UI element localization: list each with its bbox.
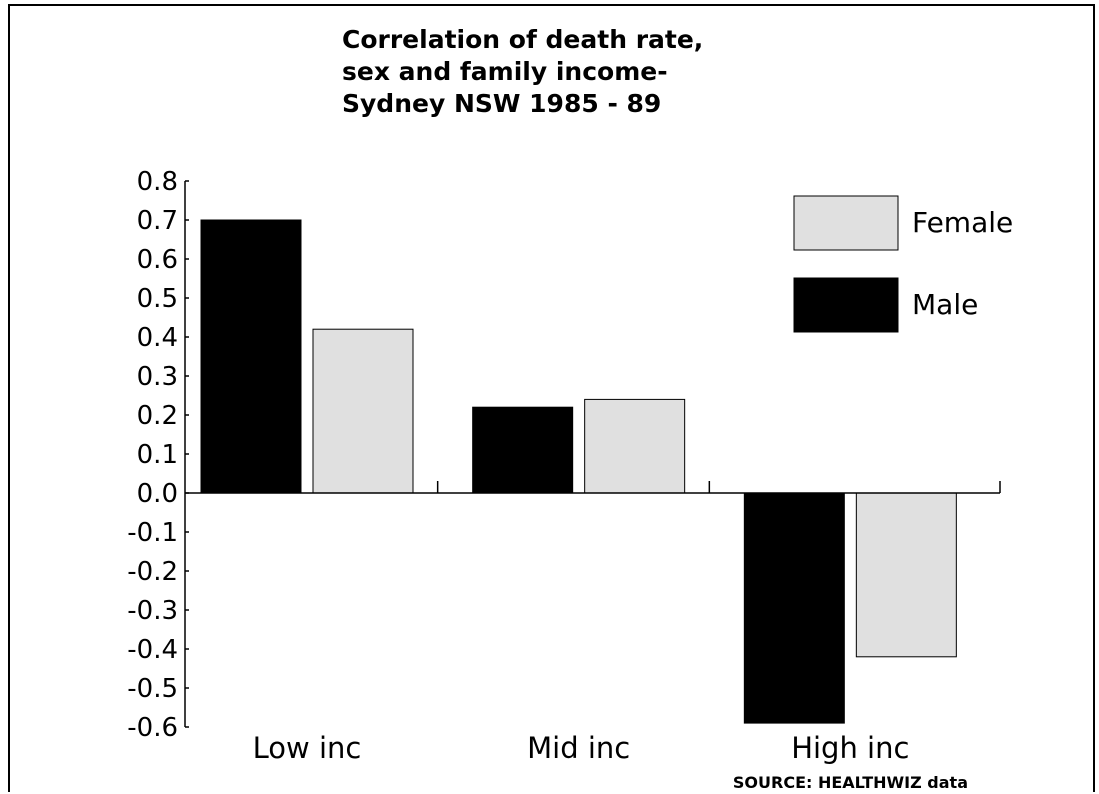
bar-male-mid-inc [472, 406, 574, 494]
y-tick-label: 0.8 [137, 167, 178, 197]
y-tick-label: 0.0 [137, 479, 178, 509]
y-tick-label: -0.4 [127, 635, 178, 665]
chart-title-line-3: Sydney NSW 1985 - 89 [342, 89, 661, 118]
x-category-label: High inc [791, 731, 909, 765]
bar-female-low-inc [312, 328, 414, 494]
x-axis: Low inc Mid inc High inc [185, 481, 1001, 765]
y-tick-label: -0.1 [127, 518, 178, 548]
y-tick-label: -0.5 [127, 674, 178, 704]
legend-swatch-female [793, 195, 899, 251]
bars [200, 219, 957, 724]
y-tick-label: 0.7 [137, 206, 178, 236]
y-tick-label: 0.3 [137, 362, 178, 392]
y-tick-label: -0.6 [127, 713, 178, 743]
legend-swatch-male [793, 277, 899, 333]
chart-title-line-2: sex and family income- [342, 57, 668, 86]
bar-female-mid-inc [584, 398, 686, 494]
y-axis: 0.8 0.7 0.6 0.5 0.4 0.3 0.2 0.1 0.0 -0.1 -0.2 -0.3 -… [127, 167, 189, 743]
bar-male-high-inc [743, 492, 845, 724]
y-tick-label: 0.2 [137, 401, 178, 431]
source-note: SOURCE: HEALTHWIZ data [733, 773, 968, 792]
x-category-label: Mid inc [527, 731, 630, 765]
bar-male-low-inc [200, 219, 302, 494]
bar-female-high-inc [855, 492, 957, 658]
y-tick-label: 0.5 [137, 284, 178, 314]
legend-label-female: Female [912, 206, 1013, 239]
x-category-label: Low inc [253, 731, 362, 765]
y-tick-label: -0.2 [127, 557, 178, 587]
legend: Female Male [793, 195, 1013, 333]
y-tick-label: -0.3 [127, 596, 178, 626]
chart-title-line-1: Correlation of death rate, [342, 25, 703, 54]
legend-label-male: Male [912, 288, 978, 321]
y-tick-label: 0.4 [137, 323, 178, 353]
chart-frame [8, 4, 1095, 792]
y-tick-label: 0.1 [137, 440, 178, 470]
y-tick-label: 0.6 [137, 245, 178, 275]
